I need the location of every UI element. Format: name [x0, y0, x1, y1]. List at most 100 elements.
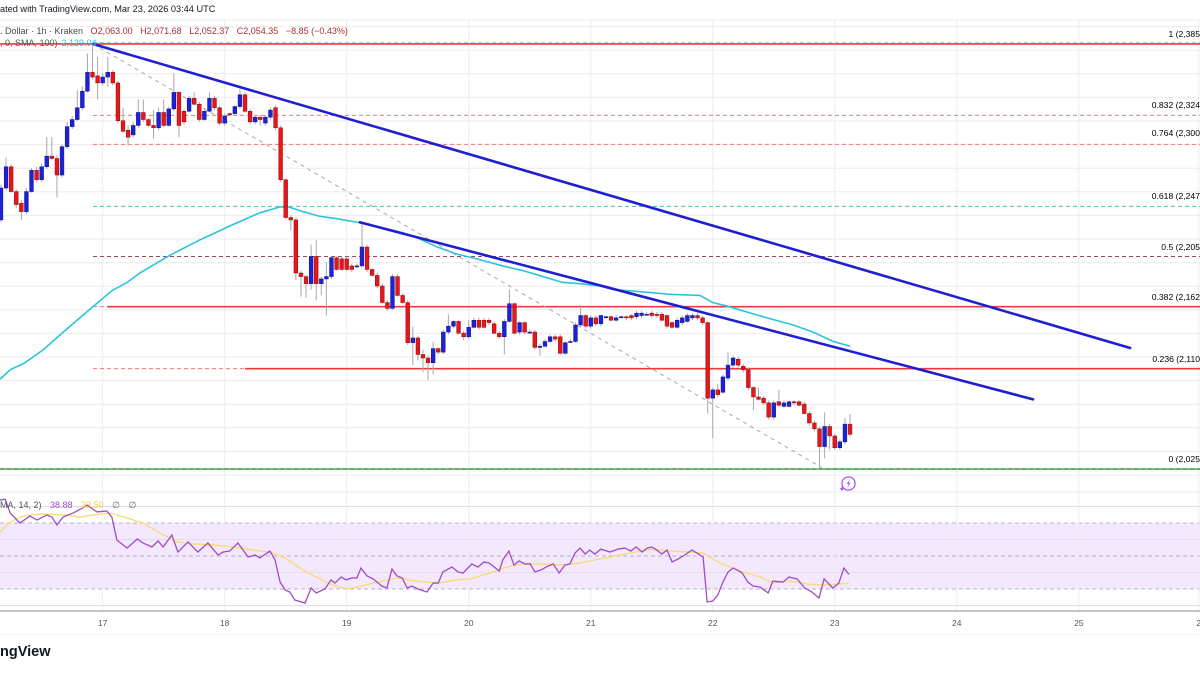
- candle-down: [349, 263, 354, 272]
- candle-body: [710, 389, 715, 399]
- ohlc-low-value: 2,052.37: [194, 26, 230, 36]
- candle-body: [303, 276, 309, 284]
- candle-body: [720, 376, 726, 393]
- rsi-legend[interactable]: MA, 14, 2) 38.88 33.50 ∅ ∅: [0, 500, 136, 511]
- candle-body: [293, 219, 299, 274]
- candle-body: [329, 257, 334, 277]
- candle-body: [278, 127, 283, 181]
- flash-marker-button[interactable]: [838, 474, 858, 494]
- candle-down: [669, 321, 675, 329]
- candle-body: [258, 116, 263, 120]
- candle-up: [44, 137, 49, 170]
- candle-down: [761, 395, 766, 406]
- candle-body: [39, 166, 44, 181]
- candles: [0, 43, 853, 469]
- candle-body: [24, 191, 29, 212]
- candle-body: [761, 397, 766, 404]
- candle-body: [756, 396, 761, 400]
- candle-body: [95, 75, 100, 84]
- candle-body: [400, 295, 405, 303]
- candle-down: [303, 275, 309, 298]
- candle-down: [258, 114, 263, 126]
- candle-body: [608, 316, 614, 321]
- candle-down: [741, 363, 746, 373]
- candle-up: [70, 116, 75, 129]
- candle-body: [242, 94, 248, 112]
- ohlc-close-value: 2,054.35: [243, 26, 279, 36]
- candle-up: [171, 73, 177, 112]
- candle-body: [59, 146, 65, 176]
- candle-body: [120, 120, 126, 132]
- symbol-legend: . Dollar · 1h · Kraken O2,063.00 H2,071.…: [0, 26, 348, 37]
- candle-body: [405, 302, 410, 343]
- candle-up: [237, 88, 243, 109]
- candle-down: [369, 268, 375, 277]
- x-tick-25: 25: [1074, 618, 1084, 628]
- candle-down: [776, 389, 782, 407]
- candle-body: [558, 336, 563, 354]
- candle-down: [90, 43, 95, 80]
- candle-down: [298, 270, 304, 297]
- candle-up: [634, 310, 639, 320]
- candle-down: [583, 314, 588, 329]
- ohlc-high: H2,071.68: [140, 26, 182, 36]
- candle-body: [349, 265, 354, 270]
- candle-up: [29, 167, 34, 193]
- candle-down: [192, 92, 197, 106]
- candle-body: [9, 166, 14, 192]
- candle-up: [685, 313, 690, 323]
- candle-up: [359, 222, 365, 269]
- candle-body: [34, 170, 39, 181]
- candle-body: [436, 348, 441, 353]
- candle-body: [359, 246, 365, 267]
- candle-body: [741, 366, 746, 371]
- candle-down: [405, 300, 410, 346]
- candle-body: [680, 317, 685, 323]
- candle-body: [85, 72, 90, 92]
- candle-body: [44, 155, 49, 168]
- candle-down: [125, 125, 131, 146]
- candle-body: [715, 389, 720, 395]
- candle-body: [736, 358, 741, 366]
- candle-body: [364, 246, 370, 270]
- candle-down: [197, 101, 202, 122]
- candle-body: [537, 345, 543, 348]
- candle-down: [141, 99, 146, 122]
- candle-body: [70, 119, 75, 127]
- candle-up: [502, 319, 507, 355]
- candle-up: [410, 326, 415, 366]
- candle-down: [217, 105, 222, 126]
- candle-body: [217, 107, 222, 124]
- candle-up: [619, 315, 624, 320]
- candle-up: [80, 86, 85, 111]
- candle-body: [3, 166, 9, 189]
- candle-down: [380, 283, 385, 304]
- candle-up: [166, 106, 171, 127]
- candle-down: [791, 400, 797, 406]
- candle-body: [80, 90, 85, 108]
- candle-down: [283, 178, 288, 219]
- candle-body: [471, 319, 476, 328]
- candle-down: [110, 69, 115, 86]
- rsi-params: MA, 14, 2): [0, 500, 42, 510]
- candle-up: [222, 113, 227, 126]
- candle-up: [308, 244, 314, 290]
- candle-body: [522, 322, 527, 333]
- candle-body: [90, 72, 95, 78]
- candle-body: [578, 315, 583, 326]
- candle-body: [166, 108, 171, 126]
- candle-body: [247, 111, 253, 123]
- ohlc-open-label: O: [90, 26, 98, 36]
- candle-body: [380, 285, 385, 303]
- candle-body: [141, 112, 146, 120]
- sma-legend[interactable]: , 0, SMA, 100) 2,129.04: [0, 38, 97, 49]
- candle-down: [593, 315, 598, 327]
- fib-label-0-382: 0.382 (2,162: [1151, 292, 1200, 302]
- candle-body: [298, 272, 304, 277]
- upper-bearish-trendline: [91, 42, 1132, 350]
- candle-down: [420, 349, 426, 373]
- fib-label-0-832: 0.832 (2,324: [1151, 100, 1200, 110]
- candle-up: [842, 418, 848, 445]
